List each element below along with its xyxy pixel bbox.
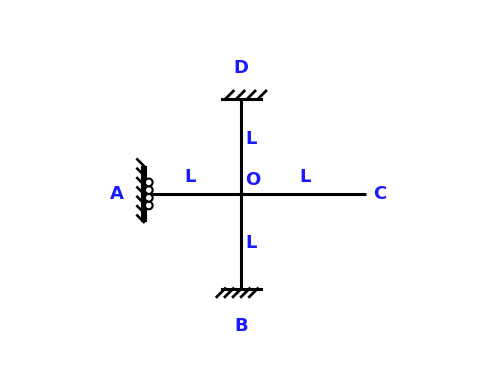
Text: C: C bbox=[373, 185, 386, 203]
Text: B: B bbox=[235, 317, 248, 334]
Circle shape bbox=[145, 179, 153, 186]
Text: O: O bbox=[245, 172, 260, 189]
Circle shape bbox=[145, 186, 153, 194]
Text: A: A bbox=[110, 185, 124, 203]
Text: L: L bbox=[184, 168, 195, 185]
Circle shape bbox=[145, 194, 153, 202]
Text: L: L bbox=[246, 130, 257, 148]
Circle shape bbox=[145, 202, 153, 209]
Text: D: D bbox=[234, 59, 249, 77]
Text: L: L bbox=[299, 168, 311, 185]
Text: L: L bbox=[246, 234, 257, 252]
